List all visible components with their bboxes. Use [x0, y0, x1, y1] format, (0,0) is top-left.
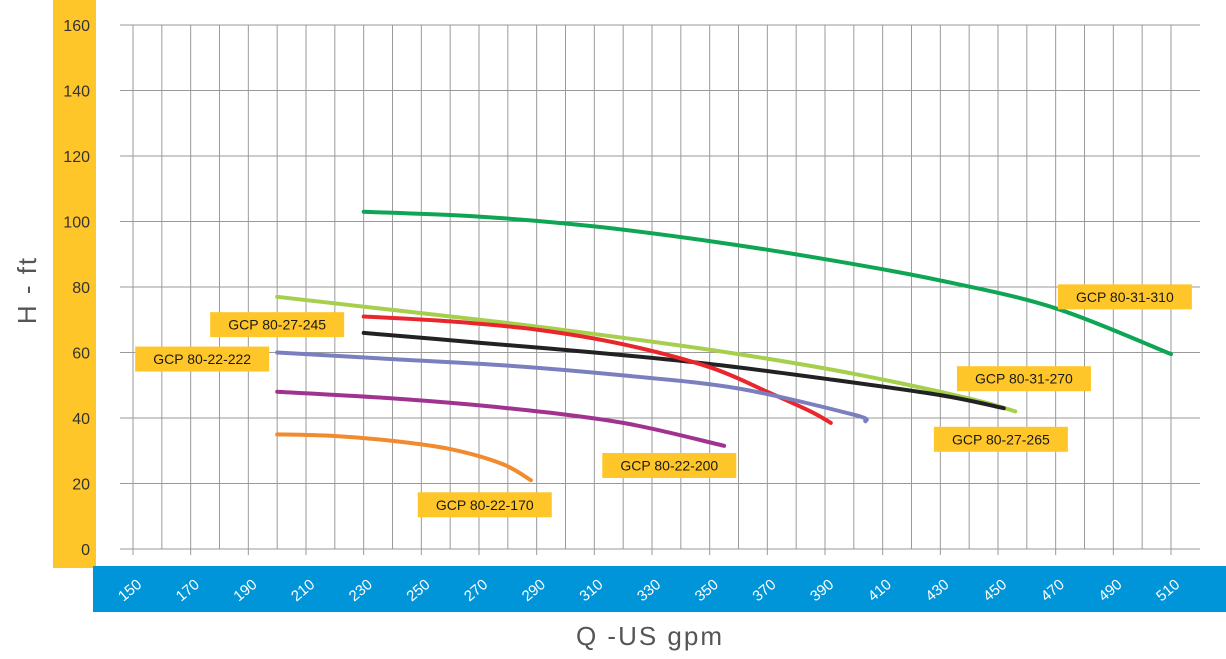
y-tick-label: 140	[63, 84, 90, 101]
series-line-gcp-80-22-170	[275, 432, 533, 483]
series-label-box	[1057, 284, 1192, 310]
y-tick-label: 0	[81, 542, 90, 559]
series-line-gcp-80-31-270	[275, 294, 1018, 414]
series-label: GCP 80-31-270	[956, 366, 1091, 392]
series-label-box	[135, 346, 270, 372]
series-label-text: GCP 80-27-265	[952, 431, 1050, 447]
y-axis-band	[53, 0, 96, 568]
series-label-box	[210, 312, 345, 338]
series-label: GCP 80-27-245	[210, 312, 345, 338]
y-tick-label: 120	[63, 149, 90, 166]
series-label: GCP 80-22-200	[602, 452, 737, 478]
y-tick-label: 80	[72, 280, 90, 297]
series-label-text: GCP 80-22-170	[436, 497, 534, 513]
series-label-text: GCP 80-31-310	[1076, 289, 1174, 305]
y-tick-label: 40	[72, 411, 90, 428]
grid	[120, 24, 1200, 555]
x-axis-title: Q -US gpm	[576, 621, 724, 651]
series-line-gcp-80-27-245	[361, 314, 833, 425]
x-axis-band	[93, 566, 1226, 612]
series-line-gcp-80-22-200	[275, 389, 727, 448]
series-label-text: GCP 80-31-270	[975, 371, 1073, 387]
series-labels: GCP 80-31-310 GCP 80-31-270 GCP 80-27-265 G…	[135, 284, 1192, 518]
y-tick-label: 100	[63, 215, 90, 232]
series-label-box	[956, 366, 1091, 392]
series-label-text: GCP 80-22-200	[620, 457, 718, 473]
series-line-gcp-80-22-222	[275, 350, 869, 424]
series-label-box	[933, 426, 1068, 452]
series-line-gcp-80-27-265	[361, 330, 1006, 411]
y-tick-labels: 0 20 40 60 80 100 120 140 160	[63, 18, 90, 559]
y-tick-label: 160	[63, 18, 90, 35]
series-line-gcp-80-31-310	[361, 209, 1173, 357]
y-tick-label: 20	[72, 477, 90, 494]
series-label: GCP 80-31-310	[1057, 284, 1192, 310]
series-label: GCP 80-22-170	[417, 492, 552, 518]
series-group	[275, 209, 1173, 483]
series-label-text: GCP 80-22-222	[153, 351, 251, 367]
y-axis-title: H - ft	[12, 256, 42, 324]
series-label-text: GCP 80-27-245	[228, 317, 326, 333]
y-tick-label: 60	[72, 346, 90, 363]
series-label-box	[602, 452, 737, 478]
series-label-box	[417, 492, 552, 518]
series-label: GCP 80-22-222	[135, 346, 270, 372]
series-label: GCP 80-27-265	[933, 426, 1068, 452]
